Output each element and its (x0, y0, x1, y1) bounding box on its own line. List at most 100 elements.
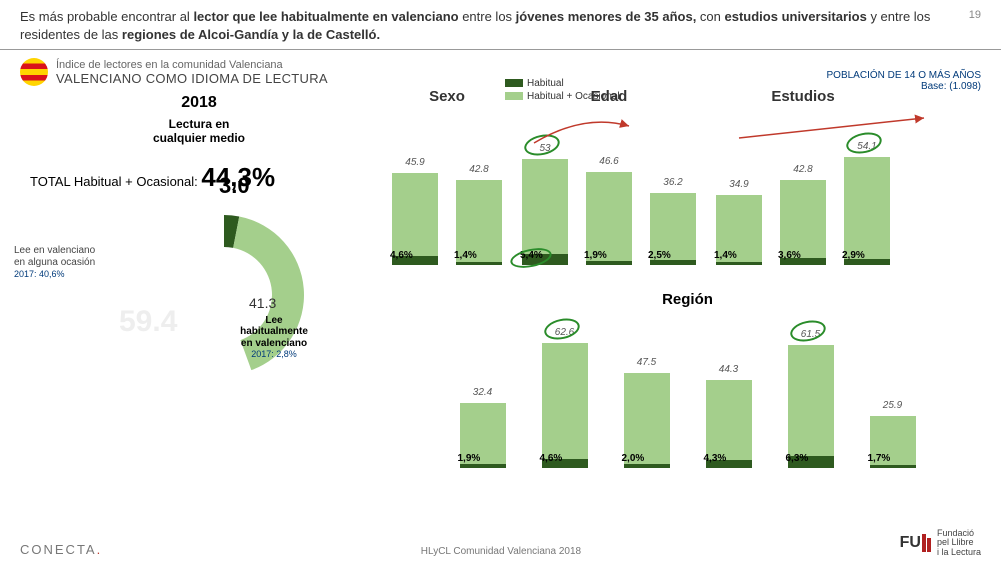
page-number: 19 (969, 8, 981, 23)
donut-chart: 3.0 59.4 41.3 Lee en valenciano en algun… (14, 195, 354, 435)
conecta-logo: CONECTA. (20, 542, 102, 557)
footer: CONECTA. HLyCL Comunidad Valenciana 2018… (0, 529, 1001, 557)
full-logo: FU Fundació pel Llibre i la Lectura (900, 529, 981, 557)
bar-segment-light (392, 173, 438, 256)
title-region: Región (388, 291, 987, 308)
bar-col: 535,4% (518, 159, 572, 265)
bar-col: 61.56,3% (784, 345, 838, 468)
bar-col: 46.61,9% (582, 172, 636, 265)
bar-col: 25.91,7% (866, 416, 920, 468)
title-edad: Edad (518, 88, 700, 105)
bar-pct-label: 4,3% (704, 453, 727, 464)
conecta-text: CONECTA (20, 542, 97, 557)
header-text-b4: regiones de Alcoi-Gandía y la de Castell… (122, 27, 380, 42)
bar-pct-label: 2,0% (622, 453, 645, 464)
bar-segment-dark (586, 261, 632, 265)
bar-top-label: 54.1 (857, 141, 876, 152)
legend-swatch-dark (505, 79, 523, 87)
group-edad: Edad 535,4%46.61,9%36.22,5% (518, 88, 700, 265)
bar-segment-dark (870, 465, 916, 468)
header-text-b3: estudios universitarios (725, 9, 867, 24)
lectura-title: Lectura en cualquier medio (14, 118, 384, 146)
subhead-title: VALENCIANO COMO IDIOMA DE LECTURA (56, 71, 328, 86)
bar-col: 32.41,9% (456, 403, 510, 468)
group-estudios: Estudios 34.91,4%42.83,6%54.12,9% (712, 88, 894, 265)
bar-pct-label: 3,6% (778, 250, 801, 261)
bar-col: 62.64,6% (538, 343, 592, 468)
bar-segment-dark (716, 262, 762, 265)
bars-region: 32.41,9%62.64,6%47.52,0%44.34,3%61.56,3%… (388, 328, 987, 468)
bar-segment-light (844, 157, 890, 259)
title-sexo: Sexo (388, 88, 506, 105)
subhead-small: Índice de lectores en la comunidad Valen… (56, 59, 328, 71)
header: Es más probable encontrar al lector que … (0, 0, 1001, 50)
bar-pct-label: 1,9% (584, 250, 607, 261)
header-text-p1: Es más probable encontrar al (20, 9, 193, 24)
bar-segment-dark (460, 464, 506, 468)
bar-pct-label: 5,4% (520, 250, 543, 261)
bar-pct-label: 1,4% (454, 250, 477, 261)
bar-segment-light (624, 373, 670, 464)
full-l3: i la Lectura (937, 548, 981, 557)
bar-segment-light (706, 380, 752, 460)
bar-pct-label: 2,5% (648, 250, 671, 261)
main: 2018 Lectura en cualquier medio TOTAL Ha… (0, 88, 1001, 468)
bar-pct-label: 1,9% (458, 453, 481, 464)
lee-occ-prev: 2017: 40,6% (14, 269, 65, 279)
flag-icon (20, 58, 48, 86)
bar-segment-light (780, 180, 826, 258)
bar-segment-dark (456, 262, 502, 265)
bar-top-label: 47.5 (637, 357, 656, 368)
total-label: TOTAL Habitual + Ocasional: (30, 174, 201, 189)
bar-col: 45.94,6% (388, 173, 442, 265)
lee-habitual-note: Lee habitualmente en valenciano 2017: 2,… (224, 315, 324, 361)
bar-pct-label: 4,6% (540, 453, 563, 464)
bar-top-label: 25.9 (883, 400, 902, 411)
bar-col: 42.83,6% (776, 180, 830, 266)
bar-col: 47.52,0% (620, 373, 674, 468)
donut-svg (124, 195, 324, 395)
bar-pct-label: 6,3% (786, 453, 809, 464)
header-text-p3: con (696, 9, 724, 24)
top-chart-row: Sexo 45.94,6%42.81,4% Edad 535,4%46.61,9… (388, 88, 987, 265)
bar-pct-label: 4,6% (390, 250, 413, 261)
value-41-3: 41.3 (249, 295, 276, 311)
lee-hab-l2: habitualmente (240, 326, 308, 337)
bar-top-label: 44.3 (719, 364, 738, 375)
year-label: 2018 (14, 94, 384, 112)
bar-top-label: 34.9 (729, 179, 748, 190)
bar-col: 54.12,9% (840, 157, 894, 265)
bar-pct-label: 1,7% (868, 453, 891, 464)
lee-occ-l2: en alguna ocasión (14, 257, 95, 268)
bars-estudios: 34.91,4%42.83,6%54.12,9% (712, 125, 894, 265)
bar-top-label: 36.2 (663, 177, 682, 188)
ghost-value: 59.4 (119, 305, 177, 339)
lee-ocasional-note: Lee en valenciano en alguna ocasión 2017… (14, 245, 95, 281)
total-line: TOTAL Habitual + Ocasional: 44,3% (30, 162, 384, 193)
bar-pct-label: 1,4% (714, 250, 737, 261)
bar-top-label: 46.6 (599, 156, 618, 167)
bar-top-label: 32.4 (473, 387, 492, 398)
lee-hab-l3: en valenciano (241, 338, 307, 349)
bar-top-label: 45.9 (405, 157, 424, 168)
bar-segment-dark (624, 464, 670, 468)
group-sexo: Sexo 45.94,6%42.81,4% (388, 88, 506, 265)
population-line1: POBLACIÓN DE 14 O MÁS AÑOS (827, 70, 982, 81)
header-text-p2: entre los (459, 9, 516, 24)
lee-hab-l1: Lee (265, 315, 282, 326)
bar-top-label: 42.8 (793, 164, 812, 175)
lectura-l1: Lectura en (169, 117, 230, 131)
bar-col: 36.22,5% (646, 193, 700, 265)
bar-segment-light (788, 345, 834, 455)
bar-col: 34.91,4% (712, 195, 766, 265)
bars-sexo: 45.94,6%42.81,4% (388, 125, 506, 265)
full-mark: FU (900, 534, 931, 552)
title-estudios: Estudios (712, 88, 894, 105)
right-panel: Sexo 45.94,6%42.81,4% Edad 535,4%46.61,9… (384, 88, 987, 468)
bar-col: 44.34,3% (702, 380, 756, 469)
lectura-l2: cualquier medio (153, 131, 245, 145)
bar-top-label: 53 (539, 143, 550, 154)
group-region: Región 32.41,9%62.64,6%47.52,0%44.34,3%6… (388, 291, 987, 468)
bar-segment-light (586, 172, 632, 261)
left-panel: 2018 Lectura en cualquier medio TOTAL Ha… (14, 88, 384, 468)
